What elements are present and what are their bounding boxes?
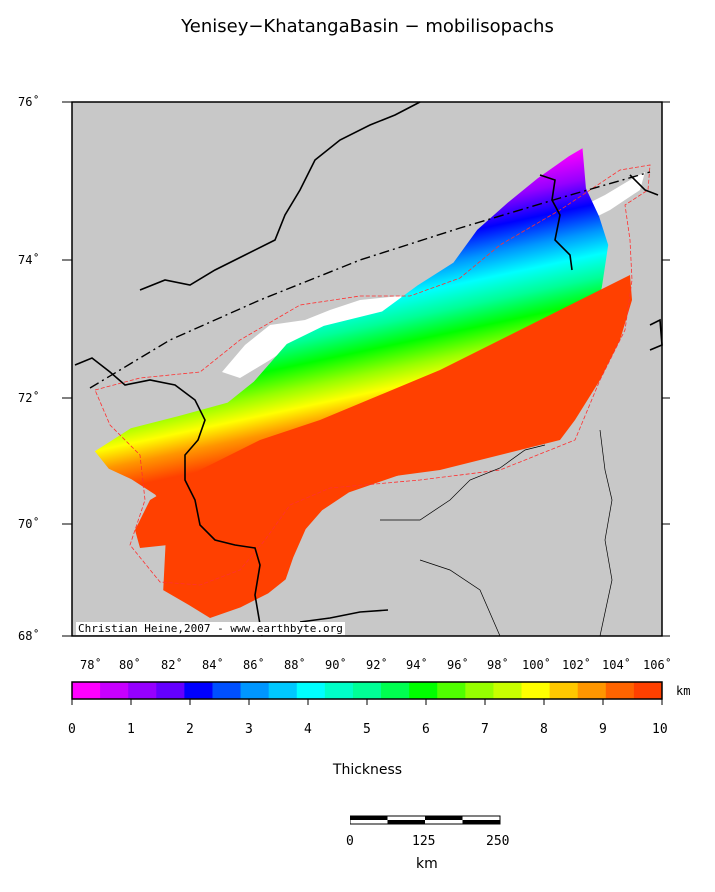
lon-label: 102˚ — [562, 658, 591, 672]
profile-line — [89, 171, 651, 389]
colorbar-swatch — [296, 682, 326, 699]
colorbar-swatch — [381, 682, 410, 699]
colorbar-swatch — [465, 682, 494, 699]
colorbar-swatch — [184, 682, 213, 699]
colorbar-tick: 1 — [127, 722, 135, 737]
lon-label: 96˚ — [447, 658, 469, 672]
colorbar-swatch — [156, 682, 185, 699]
lon-label: 94˚ — [406, 658, 428, 672]
lon-label: 100˚ — [522, 658, 551, 672]
colorbar-swatch — [437, 682, 466, 699]
isopach-core — [135, 275, 632, 548]
colorbar-swatch — [72, 682, 101, 699]
colorbar-tick: 4 — [304, 722, 312, 737]
scalebar-tick: 0 — [346, 834, 354, 849]
lon-label: 106˚ — [643, 658, 672, 672]
colorbar-swatch — [549, 682, 579, 699]
colorbar-swatch — [268, 682, 298, 699]
colorbar-tick: 8 — [540, 722, 548, 737]
scalebar — [350, 815, 501, 825]
colorbar-swatch — [100, 682, 129, 699]
credit-text: Christian Heine,2007 - www.earthbyte.org — [76, 622, 345, 635]
lat-label-74: 74˚ — [18, 253, 40, 267]
colorbar-unit: km — [676, 684, 691, 698]
lat-label-76: 76˚ — [18, 95, 40, 109]
colorbar-swatch — [240, 682, 270, 699]
map-title: Yenisey−KhatangaBasin − mobilisopachs — [181, 16, 554, 37]
frame-ticks — [62, 101, 670, 637]
colorbar-swatch — [128, 682, 157, 699]
lon-label: 80˚ — [119, 658, 141, 672]
colorbar-swatch — [633, 682, 663, 699]
colorbar-tick: 9 — [599, 722, 607, 737]
lon-label: 92˚ — [366, 658, 388, 672]
coastlines — [74, 101, 663, 637]
basin-outline — [94, 164, 651, 586]
colorbar-tick: 5 — [363, 722, 371, 737]
lat-label-68: 68˚ — [18, 629, 40, 643]
lon-label: 86˚ — [243, 658, 265, 672]
colorbar-tick: 10 — [652, 722, 668, 737]
lon-label: 82˚ — [161, 658, 183, 672]
rivers — [380, 429, 613, 637]
colorbar-tick: 2 — [186, 722, 194, 737]
colorbar-tick: 7 — [481, 722, 489, 737]
colorbar-label: Thickness — [332, 762, 403, 778]
colorbar-swatch — [521, 682, 551, 699]
colorbar-swatch — [493, 682, 523, 699]
colorbar-tick: 3 — [245, 722, 253, 737]
lat-label-70: 70˚ — [18, 517, 40, 531]
lon-label: 78˚ — [80, 658, 102, 672]
lon-label: 90˚ — [325, 658, 347, 672]
colorbar-swatch — [577, 682, 607, 699]
lon-label: 84˚ — [202, 658, 224, 672]
scalebar-tick: 250 — [486, 834, 510, 849]
lon-label: 104˚ — [602, 658, 631, 672]
colorbar-tick: 6 — [422, 722, 430, 737]
colorbar-swatch — [324, 682, 354, 699]
colorbar-swatch — [352, 682, 382, 699]
scalebar-tick: 125 — [412, 834, 436, 849]
lon-label: 98˚ — [487, 658, 509, 672]
colorbar-swatch — [409, 682, 438, 699]
colorbar-swatch — [605, 682, 635, 699]
colorbar-swatch — [212, 682, 242, 699]
colorbar-tick: 0 — [68, 722, 76, 737]
lat-label-72: 72˚ — [18, 391, 40, 405]
scalebar-unit: km — [416, 856, 438, 872]
lon-label: 88˚ — [284, 658, 306, 672]
